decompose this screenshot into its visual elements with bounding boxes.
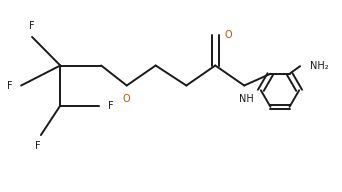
- Text: O: O: [123, 94, 131, 104]
- Text: F: F: [29, 21, 35, 31]
- Text: O: O: [225, 30, 233, 40]
- Text: F: F: [7, 80, 13, 90]
- Text: NH₂: NH₂: [310, 61, 329, 71]
- Text: NH: NH: [239, 94, 253, 104]
- Text: F: F: [35, 141, 41, 151]
- Text: F: F: [108, 101, 114, 111]
